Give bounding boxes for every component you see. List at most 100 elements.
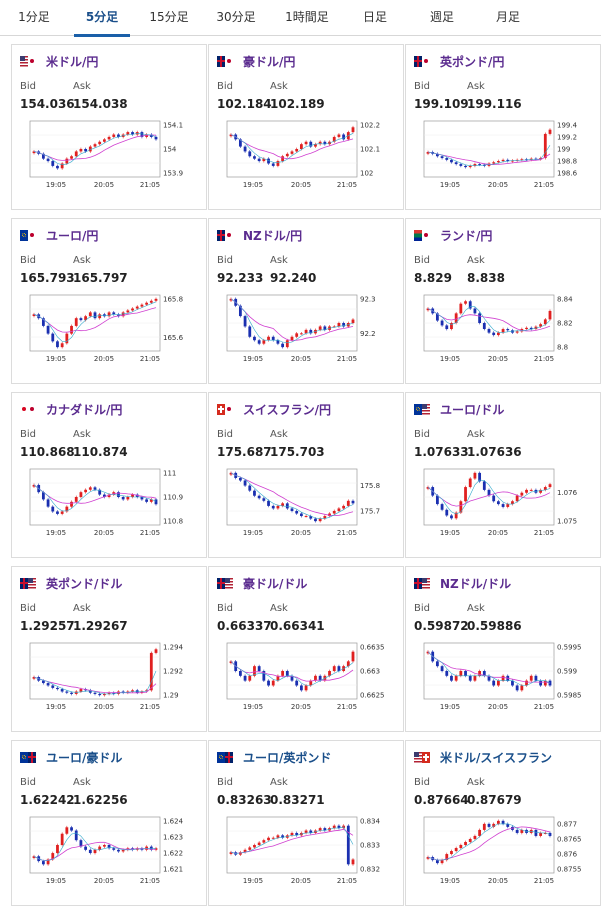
rate-card[interactable]: ユーロ/英ポンド Bid Ask 0.83263 0.83271 0.834 0.833 0.… — [208, 740, 404, 906]
pair-name[interactable]: NZドル/円 — [243, 228, 303, 243]
tab-6[interactable]: 週足 — [429, 10, 454, 24]
candle-body — [271, 505, 275, 509]
candle-body — [70, 692, 73, 694]
candle-body — [482, 823, 486, 830]
candle-body — [511, 501, 514, 505]
candlestick-chart[interactable]: 8.84 8.82 8.8 19:05 20:05 21:05 — [414, 291, 594, 379]
pair-name[interactable]: ユーロ/ドル — [440, 402, 505, 417]
rate-card-header[interactable]: スイスフラン/円 — [217, 401, 331, 417]
pair-name[interactable]: ユーロ/豪ドル — [46, 750, 123, 765]
candlestick-chart[interactable]: 102.2 102.1 102 19:05 20:05 21:05 — [217, 117, 397, 205]
candlestick-chart[interactable]: 0.6635 0.663 0.6625 19:05 20:05 21:05 — [217, 639, 397, 727]
rate-card-header[interactable]: ユーロ/ドル — [414, 401, 504, 417]
candle-body — [492, 680, 496, 686]
rate-card[interactable]: 米ドル/スイスフラン Bid Ask 0.87664 0.87679 0.877 0.876… — [405, 740, 601, 906]
rate-card[interactable]: ランド/円 Bid Ask 8.829 8.838 8.84 8.82 8.8 19:05 20:… — [405, 218, 601, 384]
candle-body — [140, 132, 144, 137]
pair-name[interactable]: ユーロ/円 — [46, 228, 99, 243]
tab-1[interactable]: 5分足 — [68, 0, 136, 37]
candlestick-chart[interactable]: 1.294 1.292 1.29 19:05 20:05 21:05 — [20, 639, 200, 727]
tab-4[interactable]: 1時間足 — [285, 10, 329, 24]
rate-card[interactable]: カナダドル/円 Bid Ask 110.868 110.874 111 110.9 110.8… — [11, 392, 207, 558]
pair-name[interactable]: ランド/円 — [440, 228, 493, 243]
rate-card[interactable]: ユーロ/豪ドル Bid Ask 1.62242 1.62256 1.624 1.623 1.6… — [11, 740, 207, 906]
rate-card-header[interactable]: 英ポンド/円 — [414, 53, 504, 69]
candle-body — [501, 159, 505, 162]
rate-card-header[interactable]: ユーロ/英ポンド — [217, 749, 331, 765]
candle-body — [473, 472, 477, 479]
candle-body — [529, 489, 533, 491]
candlestick-chart[interactable]: 154.1 154 153.9 19:05 20:05 21:05 — [20, 117, 200, 205]
pair-name[interactable]: 豪ドル/円 — [243, 54, 296, 69]
rate-card-header[interactable]: カナダドル/円 — [20, 401, 122, 417]
candlestick-chart[interactable]: 165.8 165.6 19:05 20:05 21:05 — [20, 291, 200, 379]
candlestick-chart[interactable]: 92.3 92.2 19:05 20:05 21:05 — [217, 291, 397, 379]
candle-body — [46, 499, 50, 507]
rate-card-header[interactable]: ユーロ/円 — [20, 227, 98, 243]
ask-label: Ask — [467, 603, 485, 614]
candle-body — [426, 857, 430, 859]
tab-0[interactable]: 1分足 — [18, 10, 50, 24]
rate-card-header[interactable]: NZドル/円 — [217, 227, 302, 243]
rate-card-header[interactable]: 豪ドル/ドル — [217, 575, 307, 591]
rate-card-header[interactable]: NZドル/ドル — [414, 575, 511, 591]
tab-2[interactable]: 15分足 — [149, 10, 189, 24]
candle-body — [267, 158, 270, 164]
pair-name[interactable]: スイスフラン/円 — [243, 402, 332, 417]
candle-body — [70, 325, 73, 334]
bid-label: Bid — [217, 603, 233, 614]
pair-name[interactable]: 英ポンド/円 — [440, 54, 505, 69]
candle-body — [112, 848, 116, 850]
candlestick-chart[interactable]: 111 110.9 110.8 19:05 20:05 21:05 — [20, 465, 200, 553]
candle-body — [46, 683, 50, 686]
tab-7[interactable]: 月足 — [495, 10, 520, 24]
rate-card-header[interactable]: 米ドル/円 — [20, 53, 98, 69]
candlestick-chart[interactable]: 1.624 1.623 1.622 1.621 19:05 20:05 21:05 — [20, 813, 200, 901]
candle-body — [450, 851, 453, 855]
pair-name[interactable]: 英ポンド/ドル — [46, 576, 123, 591]
bid-label: Bid — [414, 81, 430, 92]
candlestick-chart[interactable]: 1.076 1.075 19:05 20:05 21:05 — [414, 465, 594, 553]
bid-label: Bid — [20, 777, 36, 788]
candle-body — [346, 500, 350, 506]
candle-body — [440, 666, 444, 671]
rate-card[interactable]: 英ポンド/円 Bid Ask 199.109 199.116 199.4 199.2 199 1… — [405, 44, 601, 210]
rate-card[interactable]: 米ドル/円 Bid Ask 154.036 154.038 154.1 154 153.9 19… — [11, 44, 207, 210]
candle-body — [328, 671, 331, 676]
rate-card-header[interactable]: 英ポンド/ドル — [20, 575, 122, 591]
candle-body — [323, 828, 327, 831]
rate-card-header[interactable]: 米ドル/スイスフラン — [414, 749, 552, 765]
rate-card[interactable]: ユーロ/ドル Bid Ask 1.07633 1.07636 1.076 1.075 19:0… — [405, 392, 601, 558]
bid-label: Bid — [414, 255, 430, 266]
rate-card-header[interactable]: 豪ドル/円 — [217, 53, 295, 69]
candle-body — [496, 332, 500, 336]
rate-card[interactable]: 英ポンド/ドル Bid Ask 1.29257 1.29267 1.294 1.292 1.2… — [11, 566, 207, 732]
tab-5[interactable]: 日足 — [362, 10, 387, 24]
pair-name[interactable]: ユーロ/英ポンド — [243, 750, 332, 765]
candlestick-chart[interactable]: 0.877 0.8765 0.876 0.8755 19:05 20:05 21:05 — [414, 813, 594, 901]
rate-card[interactable]: 豪ドル/円 Bid Ask 102.184 102.189 102.2 102.1 102 19… — [208, 44, 404, 210]
rate-card-header[interactable]: ランド/円 — [414, 227, 492, 243]
candlestick-chart[interactable]: 0.834 0.833 0.832 19:05 20:05 21:05 — [217, 813, 397, 901]
pair-name[interactable]: 豪ドル/ドル — [243, 576, 308, 591]
candlestick-chart[interactable]: 199.4 199.2 199 198.8 198.6 19:05 20:05 21:05 — [414, 117, 594, 205]
rate-card[interactable]: 豪ドル/ドル Bid Ask 0.66337 0.66341 0.6635 0.663 0.6… — [208, 566, 404, 732]
pair-name[interactable]: カナダドル/円 — [46, 402, 123, 417]
candle-body — [337, 825, 341, 829]
candle-body — [248, 151, 252, 157]
rate-card[interactable]: スイスフラン/円 Bid Ask 175.687 175.703 175.8 175.7 19… — [208, 392, 404, 558]
candlestick-chart[interactable]: 0.5995 0.599 0.5985 19:05 20:05 21:05 — [414, 639, 594, 727]
pair-name[interactable]: NZドル/ドル — [440, 576, 512, 591]
candle-body — [117, 492, 120, 497]
tab-3[interactable]: 30分足 — [216, 10, 256, 24]
pair-name[interactable]: 米ドル/円 — [46, 54, 99, 69]
candlestick-chart[interactable]: 175.8 175.7 19:05 20:05 21:05 — [217, 465, 397, 553]
candle-body — [309, 680, 313, 686]
rate-card[interactable]: NZドル/ドル Bid Ask 0.59872 0.59886 0.5995 0.599 0.… — [405, 566, 601, 732]
rate-card[interactable]: NZドル/円 Bid Ask 92.233 92.240 92.3 92.2 19:05 20:… — [208, 218, 404, 384]
rate-card-header[interactable]: ユーロ/豪ドル — [20, 749, 122, 765]
candle-body — [450, 515, 453, 519]
pair-name[interactable]: 米ドル/スイスフラン — [440, 750, 553, 765]
candle-body — [281, 156, 285, 162]
rate-card[interactable]: ユーロ/円 Bid Ask 165.793 165.797 165.8 165.6 19:05… — [11, 218, 207, 384]
